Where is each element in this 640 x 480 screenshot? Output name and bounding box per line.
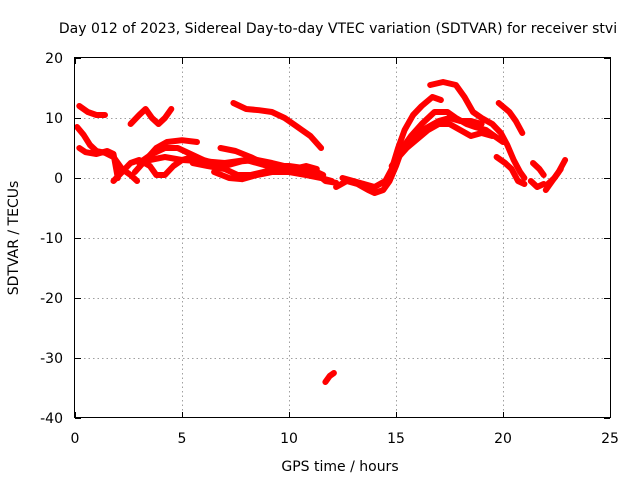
series-arc-16 (339, 94, 444, 190)
y-tick-label: -10 (40, 231, 63, 247)
data-traces (74, 79, 569, 385)
series-arc-21 (493, 154, 528, 187)
series-arc-01 (76, 103, 108, 118)
x-tick-label: 0 (71, 431, 80, 447)
series-arc-12 (217, 145, 292, 172)
series-arc-03 (76, 145, 121, 181)
series-arc-22 (530, 160, 547, 178)
series-arc-14 (322, 370, 337, 385)
series-arc-20 (495, 100, 526, 136)
plot-frame (74, 57, 611, 418)
chart-title: Day 012 of 2023, Sidereal Day-to-day VTE… (59, 21, 617, 37)
x-tick-label: 25 (601, 431, 619, 447)
series-arc-18 (393, 121, 496, 163)
x-tick-label: 15 (387, 431, 405, 447)
x-tick-label: 20 (494, 431, 512, 447)
x-tick-label: 5 (178, 431, 187, 447)
x-tick-label: 10 (280, 431, 298, 447)
y-tick-label: -30 (40, 351, 63, 367)
tick-labels: 0 5 10 15 20 25 -40 -30 -20 -10 0 10 20 (40, 51, 619, 447)
y-tick-label: -20 (40, 291, 63, 307)
series-arc-06 (127, 106, 175, 127)
series-arc-25 (544, 166, 564, 187)
series-arc-13 (230, 100, 325, 151)
y-tick-label: 10 (45, 111, 63, 127)
y-axis-label: SDTVAR / TECUs (6, 181, 22, 296)
axis-ticks (75, 58, 611, 419)
series-arc-19 (427, 79, 528, 181)
x-axis-label: GPS time / hours (281, 459, 398, 475)
y-tick-label: 20 (45, 51, 63, 67)
y-tick-label: 0 (54, 171, 63, 187)
y-tick-label: -40 (40, 411, 63, 427)
series-arc-23 (527, 178, 547, 190)
grid-lines (75, 58, 610, 418)
